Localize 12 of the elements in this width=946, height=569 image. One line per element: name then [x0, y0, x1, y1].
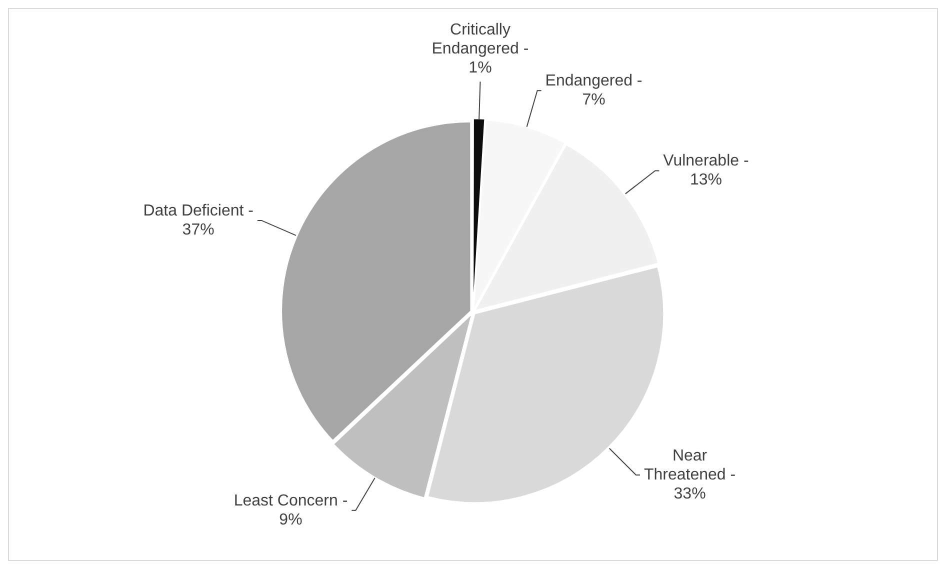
data-label: 33% — [674, 485, 706, 502]
slice-label: Vulnerable - — [663, 152, 749, 170]
data-label: 37% — [182, 221, 214, 238]
data-label: 7% — [582, 92, 606, 109]
slice-label: Critically Endangered - — [432, 22, 529, 58]
slice-label: Data Deficient - — [143, 202, 254, 220]
slice-label: Near Threatened - — [644, 447, 736, 484]
slice-label: Endangered - — [545, 72, 642, 90]
data-label: 9% — [279, 511, 302, 528]
data-label: 1% — [468, 60, 492, 77]
slice-label: Least Concern - — [234, 492, 348, 510]
data-label: 13% — [690, 172, 722, 189]
